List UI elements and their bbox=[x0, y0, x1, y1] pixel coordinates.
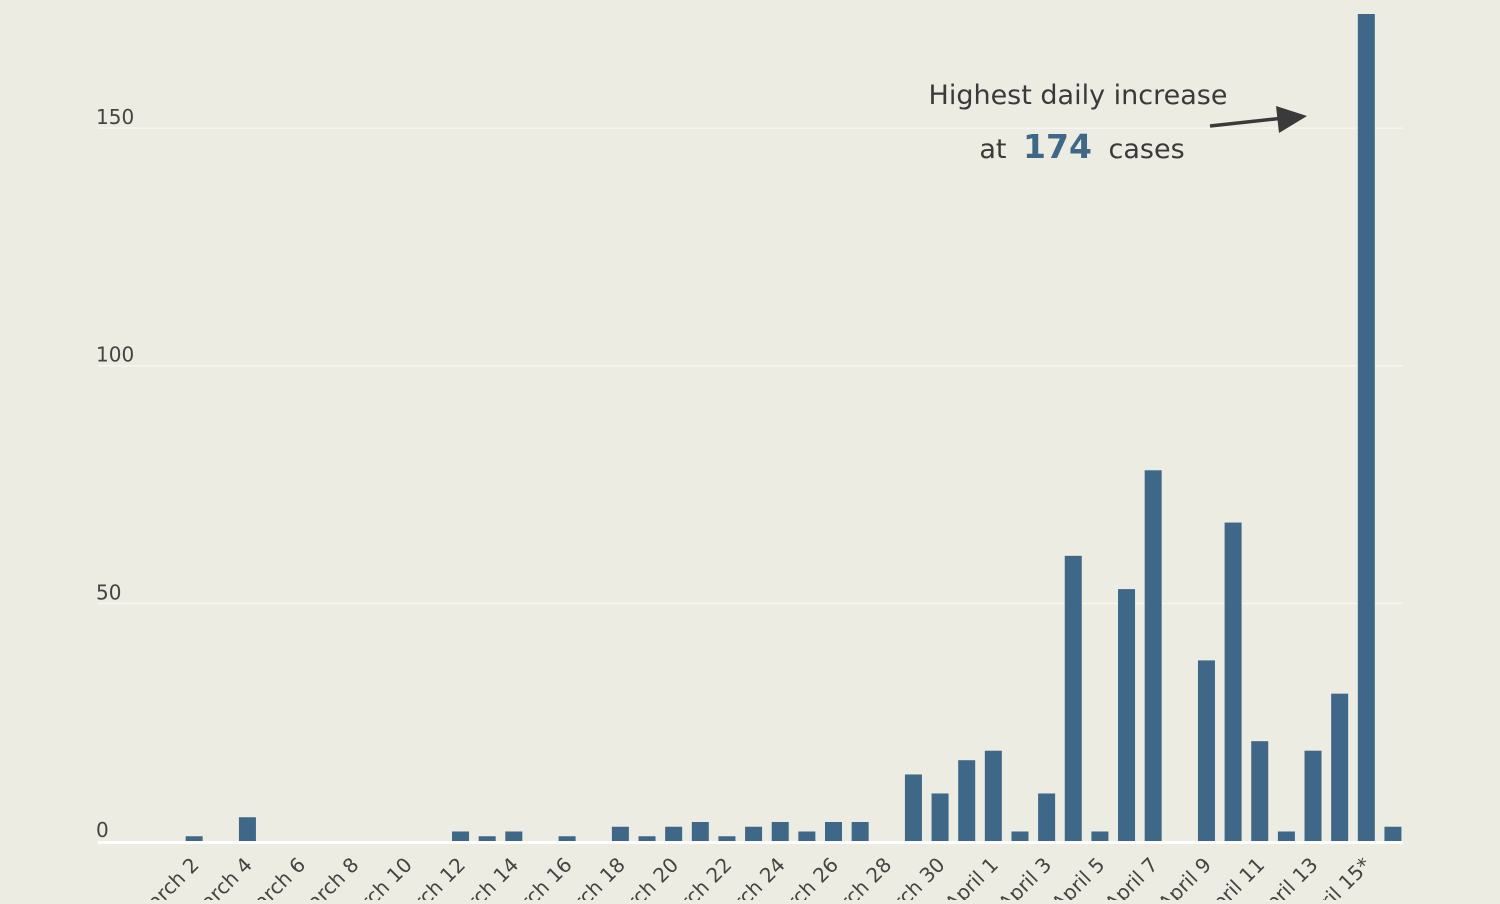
y-tick-label: 100 bbox=[96, 343, 134, 367]
bar bbox=[1064, 555, 1082, 841]
bar bbox=[851, 821, 869, 841]
x-tick-label: April 1 bbox=[940, 853, 1003, 900]
bar bbox=[638, 836, 656, 841]
bar bbox=[558, 836, 576, 841]
bar bbox=[1224, 522, 1242, 841]
bar bbox=[718, 836, 736, 841]
bar bbox=[771, 821, 789, 841]
bar bbox=[745, 826, 763, 841]
y-tick-label: 150 bbox=[96, 105, 134, 129]
bar bbox=[931, 793, 949, 841]
x-tick-label: April 9 bbox=[1153, 853, 1216, 900]
bar bbox=[238, 817, 256, 841]
bar bbox=[452, 831, 470, 841]
bar bbox=[1038, 793, 1056, 841]
bar bbox=[1384, 826, 1402, 841]
bar bbox=[1277, 831, 1295, 841]
annotation-arrow bbox=[1209, 106, 1307, 133]
x-tick-label: April 3 bbox=[993, 853, 1056, 900]
bars-layer bbox=[185, 14, 1402, 841]
bar bbox=[798, 831, 816, 841]
bar bbox=[984, 750, 1002, 841]
x-tick-label: March 2 bbox=[130, 853, 204, 900]
x-tick-label: April 5 bbox=[1047, 853, 1110, 900]
bar bbox=[958, 760, 976, 841]
annotation-value: 174 bbox=[1023, 127, 1092, 166]
bar bbox=[904, 774, 922, 841]
bar bbox=[1251, 741, 1269, 841]
bar bbox=[1357, 14, 1375, 841]
annotation-prefix: at bbox=[979, 134, 1006, 165]
bar bbox=[1331, 693, 1349, 841]
annotation-arrow-shaft bbox=[1209, 116, 1285, 128]
bar bbox=[1091, 831, 1109, 841]
bar bbox=[185, 836, 203, 841]
grid-layer bbox=[98, 127, 1403, 605]
bar bbox=[611, 826, 629, 841]
bar bbox=[825, 821, 842, 841]
bar bbox=[478, 836, 496, 841]
bar bbox=[1197, 660, 1215, 841]
annotation-line1: Highest daily increase bbox=[929, 80, 1228, 111]
annotation-suffix: cases bbox=[1109, 134, 1185, 165]
bar bbox=[691, 821, 709, 841]
bar bbox=[1118, 589, 1136, 841]
bar bbox=[1144, 470, 1162, 841]
annotation-line2: at 174 cases bbox=[979, 127, 1184, 166]
annotation-arrow-head bbox=[1276, 106, 1307, 133]
bar bbox=[1011, 831, 1029, 841]
bar bbox=[665, 826, 683, 841]
y-tick-label: 50 bbox=[96, 580, 121, 604]
bar bbox=[505, 831, 523, 841]
bar bbox=[1304, 750, 1322, 841]
annotation: Highest daily increase at 174 cases bbox=[929, 80, 1307, 166]
x-tick-label: April 7 bbox=[1100, 853, 1163, 900]
y-tick-label: 0 bbox=[96, 818, 109, 842]
